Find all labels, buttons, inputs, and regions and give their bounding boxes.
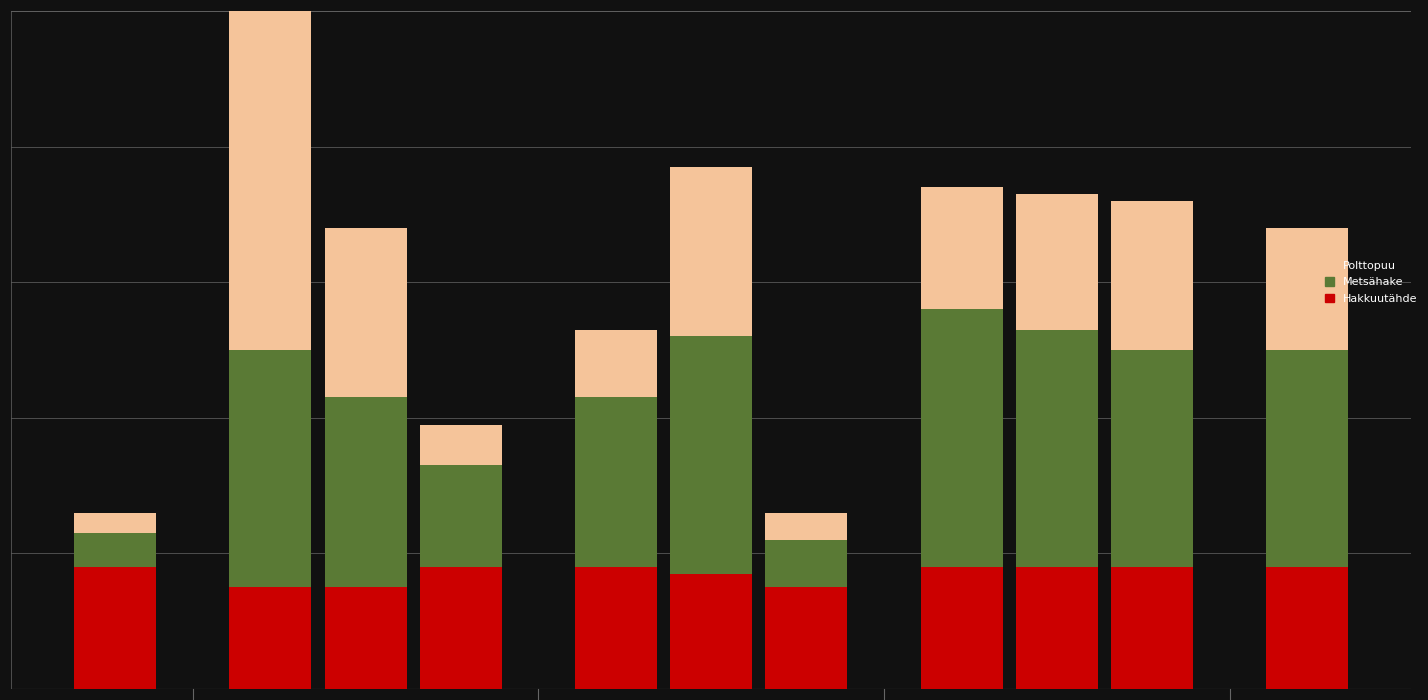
Bar [1267, 228, 1348, 350]
Bar [1267, 567, 1348, 689]
Legend: Polttopuu, Metsähake, Hakkuutähde: Polttopuu, Metsähake, Hakkuutähde [1324, 258, 1419, 307]
Bar [230, 587, 311, 689]
Bar [324, 587, 407, 689]
Bar [765, 512, 847, 540]
Bar [230, 0, 311, 350]
Bar [1267, 350, 1348, 567]
Bar [324, 398, 407, 587]
Bar [74, 512, 156, 533]
Bar [670, 167, 753, 337]
Bar [1111, 567, 1194, 689]
Bar [324, 228, 407, 398]
Bar [420, 567, 501, 689]
Bar [575, 330, 657, 398]
Bar [420, 466, 501, 567]
Bar [74, 533, 156, 567]
Bar [765, 540, 847, 587]
Bar [921, 188, 1002, 309]
Bar [420, 425, 501, 466]
Bar [921, 309, 1002, 567]
Bar [1111, 201, 1194, 350]
Bar [1015, 194, 1098, 330]
Bar [1111, 350, 1194, 567]
Bar [921, 567, 1002, 689]
Bar [670, 574, 753, 689]
Bar [765, 587, 847, 689]
Bar [1015, 330, 1098, 567]
Bar [575, 567, 657, 689]
Bar [74, 567, 156, 689]
Bar [670, 337, 753, 574]
Bar [1015, 567, 1098, 689]
Bar [575, 398, 657, 567]
Bar [230, 350, 311, 587]
